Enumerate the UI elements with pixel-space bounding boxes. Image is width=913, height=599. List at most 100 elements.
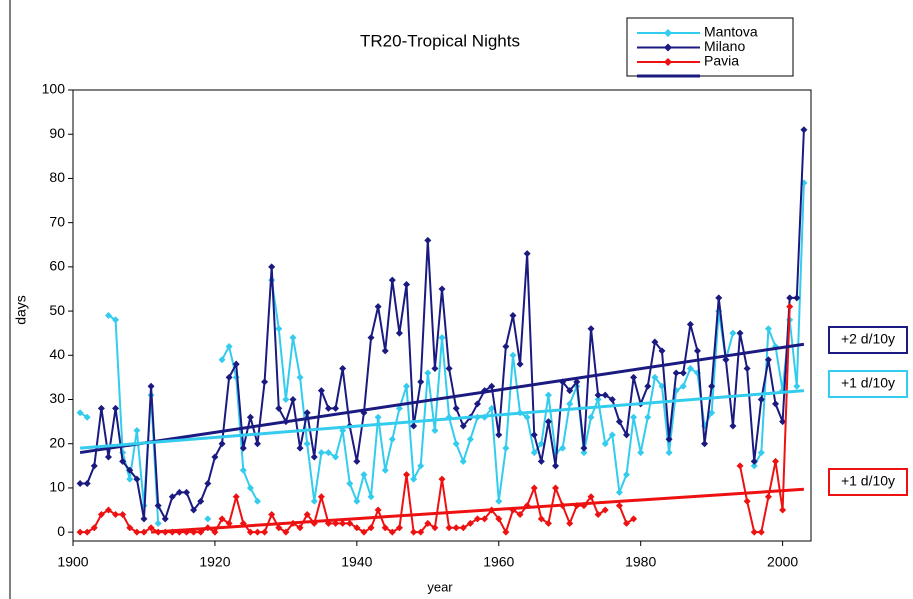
legend-label: Milano xyxy=(704,38,745,54)
data-point xyxy=(261,378,269,386)
data-point xyxy=(502,444,510,452)
data-point xyxy=(395,329,403,337)
trend-label-box xyxy=(828,326,908,354)
data-point xyxy=(97,510,105,518)
data-point xyxy=(509,312,517,319)
data-point xyxy=(615,488,623,496)
data-point xyxy=(183,488,191,496)
data-point xyxy=(793,294,801,302)
data-point xyxy=(779,418,787,426)
y-tick-label: 20 xyxy=(49,434,65,450)
data-point xyxy=(779,506,787,514)
data-point xyxy=(431,365,439,373)
data-point xyxy=(665,435,673,443)
data-point xyxy=(303,440,311,448)
data-point xyxy=(473,515,481,523)
data-point xyxy=(353,457,361,465)
data-point xyxy=(104,506,112,514)
data-point xyxy=(743,365,751,373)
data-point xyxy=(686,365,694,373)
data-point xyxy=(466,435,474,443)
data-point xyxy=(403,382,411,390)
data-point xyxy=(459,524,467,532)
data-point xyxy=(154,519,162,527)
data-point xyxy=(254,440,261,448)
y-tick-label: 10 xyxy=(49,479,65,495)
data-point xyxy=(764,493,772,501)
data-point xyxy=(332,453,340,461)
legend-label: Pavia xyxy=(704,53,739,69)
data-point xyxy=(601,506,609,514)
data-point xyxy=(119,510,127,518)
data-point xyxy=(608,431,616,439)
data-point xyxy=(431,426,439,434)
data-point xyxy=(417,462,425,470)
data-point xyxy=(254,497,261,505)
data-point xyxy=(438,285,446,293)
data-point xyxy=(750,528,758,536)
data-point xyxy=(445,365,453,373)
data-point xyxy=(360,471,368,479)
data-point xyxy=(544,418,552,426)
data-point xyxy=(438,475,446,483)
data-point xyxy=(225,373,233,381)
data-point xyxy=(417,378,425,386)
data-point xyxy=(317,387,325,395)
data-point xyxy=(76,409,84,417)
data-point xyxy=(225,519,233,527)
data-point xyxy=(644,382,652,390)
data-point xyxy=(133,426,141,434)
data-point xyxy=(133,475,141,483)
data-point xyxy=(729,329,737,337)
data-point xyxy=(112,510,120,518)
data-point xyxy=(502,342,510,350)
trend-label: +1 d/10y xyxy=(841,473,895,489)
data-point xyxy=(459,457,467,465)
data-point xyxy=(367,334,375,342)
data-point xyxy=(502,528,510,536)
data-point xyxy=(374,303,382,311)
data-point xyxy=(580,444,588,452)
data-point xyxy=(793,382,801,390)
data-point xyxy=(530,449,538,457)
data-point xyxy=(665,449,673,457)
data-point xyxy=(232,493,240,501)
data-point xyxy=(275,524,283,532)
data-point xyxy=(601,440,609,448)
data-point xyxy=(197,497,205,505)
data-point xyxy=(757,396,765,404)
data-point xyxy=(488,382,496,390)
data-point xyxy=(410,475,418,483)
x-tick-label: 1960 xyxy=(483,554,514,570)
x-tick-label: 2000 xyxy=(767,554,798,570)
data-point xyxy=(289,334,297,342)
y-tick-label: 70 xyxy=(49,213,65,229)
data-point xyxy=(296,444,304,452)
trend-line xyxy=(79,342,805,455)
data-point xyxy=(104,453,112,461)
data-point xyxy=(750,462,758,470)
data-point xyxy=(594,510,602,518)
data-point xyxy=(516,360,524,368)
data-point xyxy=(204,480,212,488)
data-point xyxy=(786,303,794,311)
data-point xyxy=(381,466,389,474)
data-point xyxy=(623,471,630,479)
legend-marker xyxy=(664,58,672,66)
data-point xyxy=(495,497,503,505)
data-point xyxy=(282,396,290,404)
data-point xyxy=(566,519,574,527)
chart-title: TR20-Tropical Nights xyxy=(360,31,520,50)
data-point xyxy=(289,396,297,404)
data-point xyxy=(537,515,545,523)
data-point xyxy=(367,493,375,501)
legend-label: Mantova xyxy=(704,24,758,40)
y-tick-label: 30 xyxy=(49,390,65,406)
data-point xyxy=(594,396,602,404)
data-point xyxy=(786,294,794,302)
data-point xyxy=(481,515,489,523)
data-point xyxy=(708,409,716,417)
data-point xyxy=(452,440,460,448)
data-point xyxy=(154,502,162,510)
data-point xyxy=(601,391,609,399)
